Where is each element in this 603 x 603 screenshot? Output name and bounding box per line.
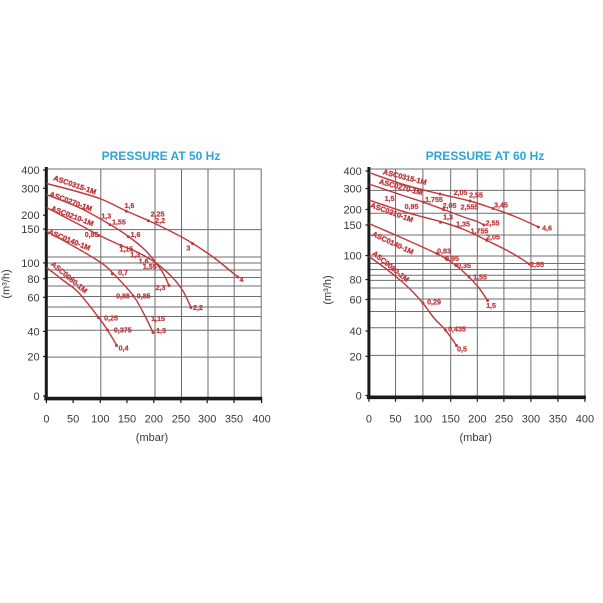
svg-text:150: 150 (442, 414, 460, 426)
svg-text:300: 300 (522, 414, 540, 426)
svg-text:2,3: 2,3 (156, 284, 166, 292)
svg-text:0,25: 0,25 (104, 315, 118, 323)
svg-text:3: 3 (186, 245, 190, 253)
svg-text:1,755: 1,755 (425, 196, 443, 204)
svg-text:100: 100 (91, 414, 109, 426)
svg-text:0,4: 0,4 (119, 345, 129, 353)
svg-text:3,45: 3,45 (494, 202, 508, 210)
svg-text:40: 40 (27, 326, 39, 338)
svg-text:1,3: 1,3 (156, 327, 166, 335)
svg-text:400: 400 (576, 414, 594, 426)
svg-text:0,29: 0,29 (427, 299, 441, 307)
svg-text:0,83: 0,83 (437, 248, 451, 256)
svg-text:2,55: 2,55 (486, 219, 500, 227)
svg-text:2,05: 2,05 (443, 202, 457, 210)
svg-text:80: 80 (350, 275, 362, 287)
svg-text:20: 20 (350, 351, 362, 363)
svg-text:2,55: 2,55 (530, 261, 544, 269)
svg-text:2,55: 2,55 (469, 192, 483, 200)
svg-text:(mbar): (mbar) (136, 432, 168, 444)
svg-text:2,555: 2,555 (461, 204, 479, 212)
svg-text:PRESSURE AT 50 Hz: PRESSURE AT 50 Hz (102, 149, 221, 163)
svg-text:1,5: 1,5 (486, 302, 496, 310)
svg-text:300: 300 (198, 414, 216, 426)
svg-text:PRESSURE AT 60 Hz: PRESSURE AT 60 Hz (426, 149, 545, 163)
svg-text:1,6: 1,6 (131, 231, 141, 239)
svg-text:0,95: 0,95 (405, 203, 419, 211)
svg-text:300: 300 (343, 184, 361, 196)
svg-text:1,6: 1,6 (124, 202, 134, 210)
svg-text:2,2: 2,2 (155, 217, 165, 225)
svg-text:0,35: 0,35 (457, 262, 471, 270)
svg-text:1,35: 1,35 (456, 220, 470, 228)
svg-text:0,85: 0,85 (85, 231, 99, 239)
svg-text:0,375: 0,375 (114, 326, 132, 334)
svg-text:50: 50 (389, 414, 401, 426)
svg-text:(m³/h): (m³/h) (1, 269, 13, 298)
svg-text:350: 350 (549, 414, 567, 426)
svg-text:200: 200 (145, 414, 163, 426)
svg-text:250: 250 (172, 414, 190, 426)
svg-text:2,05: 2,05 (454, 189, 468, 197)
svg-text:80: 80 (27, 274, 39, 286)
svg-text:(m³/h): (m³/h) (322, 275, 334, 304)
svg-text:400: 400 (21, 165, 39, 177)
svg-text:100: 100 (21, 258, 39, 270)
svg-text:150: 150 (21, 224, 39, 236)
svg-text:150: 150 (343, 220, 361, 232)
svg-text:1,3: 1,3 (101, 213, 111, 221)
svg-text:1,55: 1,55 (473, 273, 487, 281)
svg-text:100: 100 (343, 251, 361, 263)
svg-text:200: 200 (343, 205, 361, 217)
svg-text:1,6: 1,6 (139, 258, 149, 266)
svg-text:40: 40 (350, 326, 362, 338)
svg-text:60: 60 (27, 292, 39, 304)
svg-text:20: 20 (27, 352, 39, 364)
svg-text:250: 250 (495, 414, 513, 426)
svg-text:200: 200 (21, 210, 39, 222)
svg-text:0: 0 (33, 391, 39, 403)
svg-text:2,25: 2,25 (151, 211, 165, 219)
svg-text:0: 0 (356, 391, 362, 403)
svg-text:0,85: 0,85 (137, 293, 151, 301)
svg-text:150: 150 (118, 414, 136, 426)
svg-text:400: 400 (252, 414, 270, 426)
svg-text:60: 60 (350, 295, 362, 307)
svg-text:1,15: 1,15 (119, 245, 133, 253)
svg-text:0: 0 (43, 414, 49, 426)
svg-text:(mbar): (mbar) (460, 432, 492, 444)
svg-text:0: 0 (366, 414, 372, 426)
svg-text:0,7: 0,7 (118, 269, 128, 277)
svg-text:4: 4 (240, 276, 244, 284)
svg-text:1,3: 1,3 (130, 251, 140, 259)
svg-text:1,55: 1,55 (143, 263, 157, 271)
svg-text:2,2: 2,2 (193, 304, 203, 312)
svg-text:1,755: 1,755 (471, 228, 489, 236)
svg-text:1,15: 1,15 (151, 315, 165, 323)
svg-text:300: 300 (21, 183, 39, 195)
svg-text:350: 350 (225, 414, 243, 426)
svg-text:1,55: 1,55 (112, 218, 126, 226)
svg-text:0,85: 0,85 (116, 293, 130, 301)
svg-text:0,435: 0,435 (448, 326, 466, 334)
svg-text:0,5: 0,5 (457, 346, 467, 354)
svg-text:200: 200 (468, 414, 486, 426)
svg-text:4,6: 4,6 (542, 225, 552, 233)
svg-text:100: 100 (414, 414, 432, 426)
svg-text:50: 50 (67, 414, 79, 426)
svg-text:2,05: 2,05 (486, 234, 500, 242)
svg-text:400: 400 (343, 166, 361, 178)
svg-text:1,3: 1,3 (443, 214, 453, 222)
svg-text:1,5: 1,5 (385, 195, 395, 203)
svg-text:0,95: 0,95 (445, 255, 459, 263)
